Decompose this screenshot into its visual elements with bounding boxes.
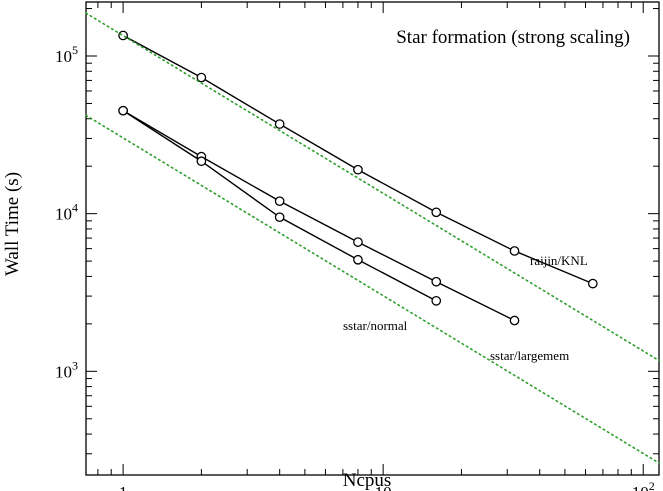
x-tick-label: 102 [632, 479, 655, 491]
y-tick-label: 105 [55, 43, 78, 66]
y-axis-label: Wall Time (s) [2, 172, 23, 276]
data-point-1 [274, 196, 285, 207]
data-point-0 [118, 30, 128, 41]
y-tick-label: 104 [55, 201, 78, 224]
data-point-2 [196, 156, 207, 167]
series-line-1 [122, 109, 516, 322]
data-point-0 [274, 119, 285, 129]
x-tick-label: 1 [119, 483, 128, 491]
series-label-sstar-largemem: sstar/largemem [490, 348, 569, 363]
x-tick-label: 10 [375, 483, 392, 491]
data-point-2 [431, 295, 442, 306]
data-point-0 [509, 246, 520, 256]
data-point-1 [509, 315, 520, 326]
data-point-0 [587, 278, 598, 289]
data-point-0 [353, 164, 363, 175]
axis-ticks: 1 10 102 103 104 105 [55, 2, 659, 491]
reference-line-4 [85, 114, 660, 464]
reference-line-3 [85, 12, 660, 362]
series-label-raijin-knl: raijin/KNL [530, 253, 588, 268]
data-point-2 [274, 212, 285, 223]
data-point-2 [353, 254, 363, 265]
data-point-1 [431, 276, 442, 287]
data-point-0 [196, 72, 207, 83]
x-axis-label: Ncpus [343, 470, 392, 491]
chart-title: Star formation (strong scaling) [396, 27, 630, 48]
series-layer [85, 12, 660, 464]
data-point-0 [431, 207, 442, 218]
y-tick-label: 103 [55, 358, 78, 381]
data-point-2 [118, 105, 128, 116]
plot-frame [85, 1, 660, 476]
series-label-sstar-normal: sstar/normal [343, 318, 408, 333]
data-point-1 [353, 237, 363, 247]
